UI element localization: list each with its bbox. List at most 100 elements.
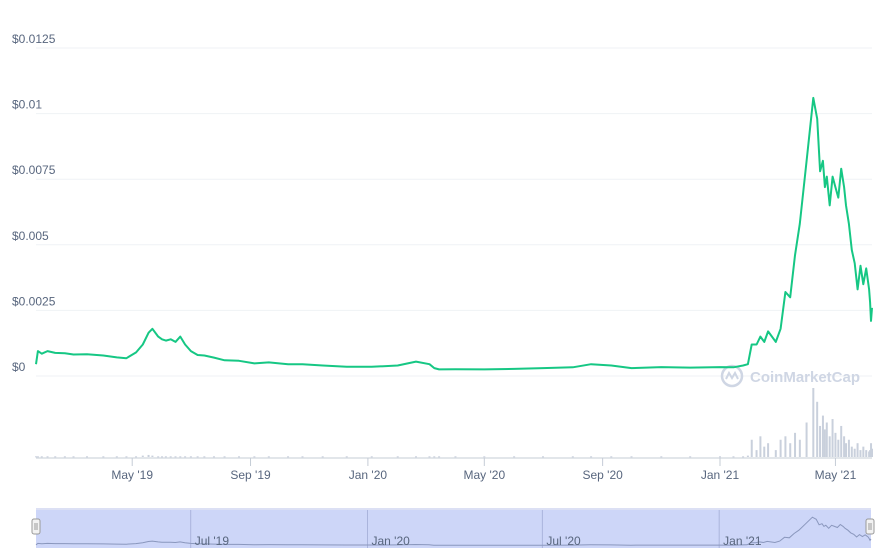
volume-bar xyxy=(345,456,348,458)
volume-bar xyxy=(774,450,777,457)
volume-bar xyxy=(816,401,819,457)
volume-bar xyxy=(301,456,304,458)
coinmarketcap-logo-icon xyxy=(720,364,744,388)
volume-bar xyxy=(63,456,66,458)
volume-bar xyxy=(865,450,868,457)
volume-bar xyxy=(779,439,782,457)
volume-bar xyxy=(54,456,57,458)
volume-bar xyxy=(845,443,848,457)
volume-bar xyxy=(428,456,431,458)
volume-bar xyxy=(821,415,824,457)
y-tick-label-0: $0 xyxy=(12,360,26,374)
volume-bar xyxy=(819,425,822,457)
volume-bar xyxy=(321,456,324,458)
volume-bar xyxy=(850,446,853,457)
volume-bar xyxy=(115,456,118,458)
volume-bar xyxy=(72,456,75,458)
volume-bar xyxy=(433,456,436,458)
y-tick-label-3: $0.0075 xyxy=(12,163,56,177)
volume-bar xyxy=(454,456,457,458)
volume-bar xyxy=(837,439,840,457)
volume-bar xyxy=(660,456,663,458)
volume-bar xyxy=(784,436,787,457)
volume-bar xyxy=(35,456,37,458)
volume-bar xyxy=(189,456,192,458)
volume-bar xyxy=(831,419,834,457)
volume-bar xyxy=(843,436,846,457)
volume-bar xyxy=(370,456,373,458)
volume-bar xyxy=(40,456,43,458)
navigator-tick-label-1: Jan '20 xyxy=(372,534,411,548)
y-tick-label-5: $0.0125 xyxy=(12,32,56,46)
volume-bar xyxy=(141,455,144,457)
volume-bar xyxy=(223,456,226,458)
volume-bar xyxy=(825,422,828,457)
volume-bar xyxy=(157,456,160,458)
volume-bar xyxy=(742,456,745,458)
volume-bar xyxy=(732,456,735,458)
volume-bar xyxy=(483,456,486,458)
volume-bar xyxy=(798,439,801,457)
volume-bar xyxy=(719,456,721,458)
volume-bar xyxy=(763,446,766,457)
volume-bar xyxy=(36,456,39,458)
volume-bar xyxy=(438,456,441,458)
volume-bar xyxy=(184,456,187,458)
navigator-line xyxy=(35,516,872,546)
x-tick-label-5: Jan '21 xyxy=(701,468,740,482)
volume-bar xyxy=(102,456,105,458)
volume-bar xyxy=(853,448,856,457)
volume-bar xyxy=(179,456,182,458)
volume-bar xyxy=(135,456,138,458)
navigator-handle-right[interactable] xyxy=(865,518,875,535)
x-tick-label-4: Sep '20 xyxy=(582,468,623,482)
volume-bar xyxy=(151,455,154,457)
x-tick-label-2: Jan '20 xyxy=(349,468,388,482)
volume-bar xyxy=(759,436,762,457)
volume-bar xyxy=(396,456,399,458)
volume-bar xyxy=(794,432,797,457)
volume-bar xyxy=(856,443,859,457)
volume-bar xyxy=(610,456,613,458)
navigator-handle-left[interactable] xyxy=(31,518,41,535)
volume-bar xyxy=(859,450,862,457)
volume-bar xyxy=(287,456,290,458)
navigator-axis: Jul '19 Jan '20 Jul '20 Jan '21 xyxy=(195,534,762,548)
navigator-tick-label-0: Jul '19 xyxy=(195,534,230,548)
volume-bar xyxy=(161,456,164,458)
volume-bar xyxy=(862,446,865,457)
x-tick-label-0: May '19 xyxy=(111,468,153,482)
volume-bar xyxy=(513,456,516,458)
y-tick-label-2: $0.005 xyxy=(12,229,49,243)
volume-bar xyxy=(212,456,215,458)
volume-bar xyxy=(847,439,850,457)
price-line xyxy=(35,96,873,371)
y-tick-label-4: $0.01 xyxy=(12,98,42,112)
volume-bar xyxy=(805,422,808,457)
volume-bar xyxy=(823,429,826,457)
x-tick-label-6: May '21 xyxy=(815,468,857,482)
volume-bar xyxy=(415,456,417,458)
navigator-selection[interactable] xyxy=(36,510,871,548)
volume-bar xyxy=(541,456,544,458)
volume-bar xyxy=(125,456,128,458)
navigator-grid xyxy=(190,510,720,548)
watermark: CoinMarketCap xyxy=(720,364,860,388)
watermark-text: CoinMarketCap xyxy=(750,369,860,386)
volume-bar xyxy=(571,456,574,458)
x-tick-label-3: May '20 xyxy=(463,468,505,482)
x-axis: May '19 Sep '19 Jan '20 May '20 Sep '20 Jan '… xyxy=(111,458,857,482)
volume-bar xyxy=(203,456,206,458)
volume-bar xyxy=(164,456,167,458)
volume-bar xyxy=(834,432,837,457)
volume-bar xyxy=(689,456,692,458)
volume-bar xyxy=(767,443,770,457)
volume-bar xyxy=(630,456,633,458)
range-navigator[interactable]: Jul '19 Jan '20 Jul '20 Jan '21 xyxy=(31,508,875,548)
y-tick-label-1: $0.0025 xyxy=(12,294,56,308)
volume-bar xyxy=(85,456,88,458)
navigator-tick-label-2: Jul '20 xyxy=(546,534,581,548)
volume-bar xyxy=(174,456,177,458)
navigator-tick-label-3: Jan '21 xyxy=(723,534,762,548)
